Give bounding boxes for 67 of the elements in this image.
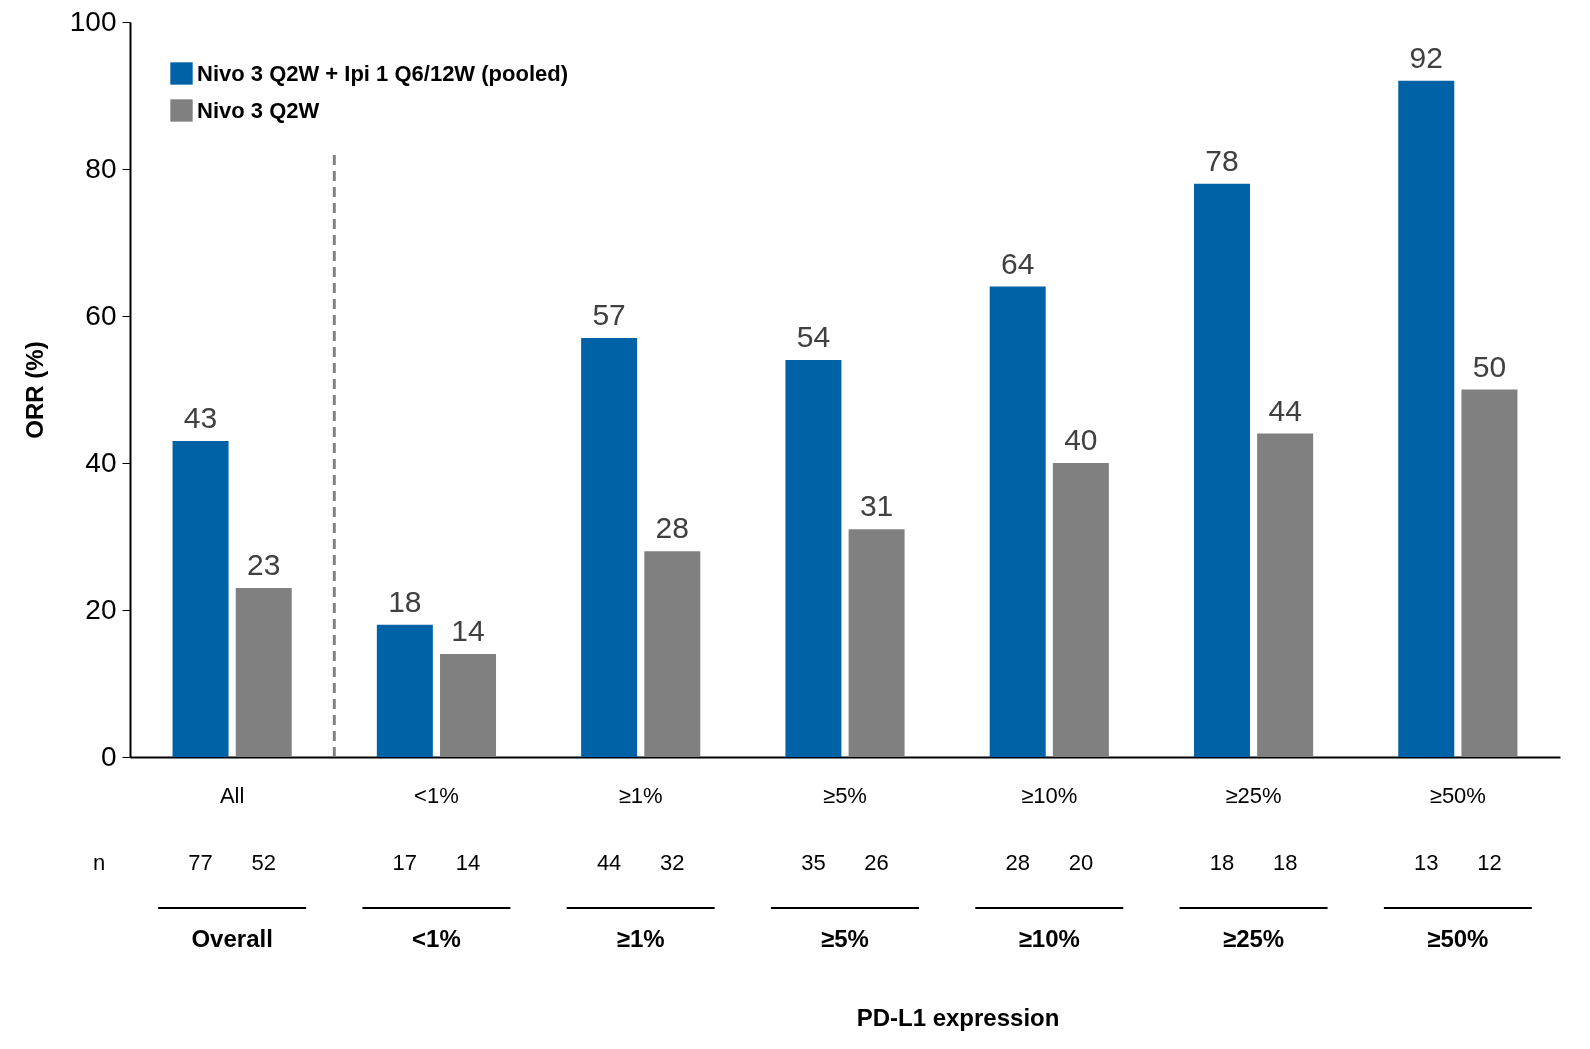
data-label: 43: [183, 400, 218, 434]
data-label: 28: [655, 511, 689, 545]
bar: [785, 360, 842, 757]
data-label: 78: [1205, 143, 1239, 177]
y-axis-title: ORR (%): [20, 341, 48, 439]
data-label: 57: [592, 298, 626, 332]
text: ≥10%: [1018, 925, 1080, 952]
text: n: [92, 850, 106, 875]
bar: [581, 338, 638, 757]
bar: [440, 654, 497, 757]
text: ≥1%: [616, 925, 665, 952]
text: 52: [251, 850, 276, 875]
text: 44: [596, 850, 622, 875]
legend-label: Nivo 3 Q2W: [197, 97, 320, 123]
text: 14: [455, 850, 481, 875]
y-tick-label: 40: [85, 446, 117, 478]
text: ≥5%: [821, 925, 869, 952]
bar: [1461, 389, 1518, 757]
bar: [989, 286, 1046, 757]
x-tick-label: ≥1%: [618, 782, 663, 808]
data-label: 54: [796, 320, 831, 354]
bar: [1052, 463, 1109, 757]
text: 28: [1005, 850, 1030, 875]
x-tick-label: ≥25%: [1225, 782, 1282, 808]
bar: [376, 624, 433, 757]
data-label: 40: [1064, 423, 1098, 456]
data-label: 18: [388, 584, 422, 618]
bar: [1193, 183, 1250, 757]
bar: [1398, 80, 1455, 757]
bar: [848, 529, 905, 757]
text: 18: [1272, 850, 1298, 875]
y-tick-label: 0: [100, 740, 117, 772]
text: 32: [660, 850, 685, 875]
data-label: 50: [1472, 349, 1507, 383]
bar: [1257, 433, 1314, 757]
legend-label: Nivo 3 Q2W + Ipi 1 Q6/12W (pooled): [197, 60, 569, 86]
data-label: 44: [1268, 393, 1302, 427]
data-label: 64: [1001, 246, 1035, 280]
text: PD-L1 expression: [856, 1004, 1060, 1031]
bar: [235, 587, 292, 757]
bar: [172, 440, 229, 757]
text: ≥50%: [1427, 925, 1489, 952]
x-tick-label: <1%: [414, 782, 459, 808]
x-tick-label: ≥5%: [823, 782, 867, 808]
text: ≥25%: [1222, 925, 1285, 952]
y-tick-label: 100: [69, 5, 117, 37]
data-label: 14: [451, 614, 485, 648]
x-tick-label: ≥10%: [1021, 782, 1078, 808]
y-tick-label: 60: [85, 299, 117, 331]
data-label: 23: [247, 547, 281, 581]
text: <1%: [412, 925, 461, 952]
data-label: 31: [859, 489, 894, 523]
text: 17: [392, 850, 418, 875]
text: 20: [1068, 850, 1094, 875]
y-tick-label: 80: [85, 152, 117, 184]
x-tick-label: ≥50%: [1429, 782, 1486, 808]
bar: [644, 551, 701, 757]
y-tick-label: 20: [85, 593, 117, 625]
data-label: 92: [1409, 40, 1443, 74]
text: 13: [1414, 850, 1439, 875]
text: 35: [801, 850, 826, 875]
text: 77: [188, 850, 213, 875]
text: 26: [864, 850, 889, 875]
x-tick-label: All: [219, 782, 245, 808]
text: 18: [1209, 850, 1235, 875]
text: Overall: [191, 925, 273, 952]
text: 12: [1477, 850, 1502, 875]
